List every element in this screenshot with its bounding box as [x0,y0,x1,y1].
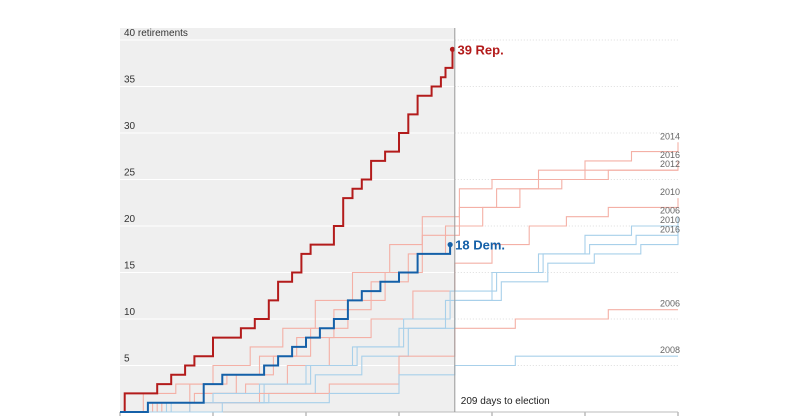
series-line-dem [120,244,452,413]
days-to-election-note: 209 days to election [461,396,550,407]
past-series-label: 2006 [660,206,680,216]
past-series-label: 2008 [660,345,680,355]
past-series-label: 2010 [660,187,680,197]
y-tick-label: 20 [124,214,136,225]
y-tick-label: 25 [124,168,136,179]
y-tick-label: 40 retirements [124,28,188,39]
past-series-line-2012 [120,169,678,413]
elapsed-shaded-region [120,28,455,412]
past-series-line-2006 [120,216,679,413]
series-end-dot [447,242,453,248]
highlight-series-layer [120,46,456,413]
past-series-label: 2010 [660,215,680,225]
y-tick-label: 15 [124,261,136,272]
past-series-layer [120,142,679,413]
past-series-label: 2012 [660,159,680,169]
past-series-label: 2014 [660,131,680,141]
series-line-rep [120,49,454,413]
past-series-label: 2016 [660,224,680,234]
series-end-dot [449,46,456,52]
series-end-label: 39 Rep. [457,42,503,57]
past-series-label: 2006 [660,299,680,309]
y-tick-label: 5 [124,354,130,365]
y-tick-label: 30 [124,121,136,132]
y-tick-label: 35 [124,75,136,86]
y-tick-label: 10 [124,307,136,318]
series-end-label: 18 Dem. [455,238,505,253]
past-series-label: 2016 [660,150,680,160]
